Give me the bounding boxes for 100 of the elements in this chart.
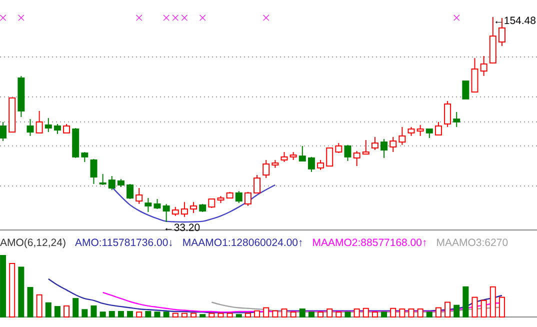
candlestick <box>108 176 116 191</box>
bar <box>100 312 106 318</box>
annotation: ←33.20 <box>163 222 200 234</box>
candlestick <box>453 111 460 128</box>
candlestick <box>344 144 352 162</box>
candlestick <box>362 140 370 155</box>
bar <box>263 307 270 318</box>
bar <box>435 307 442 318</box>
bar <box>108 310 115 318</box>
bar <box>172 312 178 318</box>
candlestick <box>26 118 34 136</box>
candlestick <box>444 100 452 128</box>
candlestick <box>99 173 106 186</box>
candlestick <box>0 121 7 142</box>
candlestick <box>371 136 378 150</box>
bar <box>72 298 79 318</box>
candlestick <box>471 58 478 93</box>
candlestick <box>480 56 488 76</box>
bar <box>454 304 460 318</box>
bar <box>498 296 505 318</box>
bar <box>417 308 424 318</box>
bar <box>254 310 260 318</box>
candlestick <box>254 174 261 194</box>
candlestick <box>416 124 424 136</box>
candlestick <box>280 152 288 162</box>
candlestick <box>262 159 270 179</box>
bar <box>163 312 170 318</box>
candlestick <box>136 188 143 204</box>
bar <box>145 310 152 318</box>
candlestick <box>180 202 188 218</box>
bar <box>390 308 396 318</box>
bar <box>226 312 233 318</box>
bar <box>9 262 16 318</box>
bar <box>136 312 142 318</box>
bar <box>281 308 288 318</box>
candlestick <box>462 80 470 100</box>
candlestick <box>434 121 442 136</box>
bar <box>154 312 160 318</box>
bar <box>127 310 134 318</box>
candlestick <box>390 136 397 153</box>
bar <box>444 302 451 318</box>
candlestick <box>244 191 252 206</box>
candlestick <box>317 159 324 170</box>
bar <box>54 306 60 318</box>
candlestick <box>90 158 98 184</box>
bar <box>299 308 306 318</box>
candlestick <box>380 138 388 158</box>
candlestick <box>162 203 170 222</box>
candlestick <box>36 110 43 134</box>
bar <box>290 312 296 318</box>
text: AMO:115781736.00↓ <box>74 237 174 249</box>
bar <box>36 294 42 318</box>
bar <box>82 309 88 318</box>
bar <box>426 312 432 318</box>
bar <box>0 255 6 318</box>
bar <box>118 310 124 318</box>
bar <box>64 305 70 318</box>
candlestick <box>298 145 306 162</box>
candlestick <box>353 150 360 167</box>
bar <box>480 300 487 318</box>
candlestick <box>326 147 334 167</box>
bar <box>318 312 324 318</box>
candlestick <box>54 123 61 134</box>
bar <box>381 312 388 318</box>
candlestick <box>126 183 134 200</box>
candlestick <box>44 118 52 133</box>
candlestick <box>398 126 406 146</box>
bar <box>190 312 197 318</box>
bar <box>90 305 97 318</box>
candlestick <box>235 190 242 204</box>
bar <box>18 266 24 318</box>
bar <box>344 312 351 318</box>
bar <box>45 302 52 318</box>
bar <box>472 296 478 318</box>
bar <box>372 312 378 318</box>
candlestick <box>335 142 342 154</box>
bar <box>490 286 496 318</box>
bar <box>326 308 333 318</box>
text: MAAMO3:6270 <box>436 237 508 249</box>
bar <box>308 312 314 318</box>
candlestick <box>154 198 161 210</box>
bar <box>236 314 242 318</box>
text: MAAMO1:128060024.00↑ <box>182 237 304 249</box>
bar <box>272 310 278 318</box>
bar <box>27 286 34 318</box>
bar <box>354 308 360 318</box>
bar <box>399 308 406 318</box>
bar <box>208 312 215 318</box>
bar <box>336 312 342 318</box>
candlestick <box>144 198 152 213</box>
bar <box>362 308 369 318</box>
bar <box>408 308 414 318</box>
bar <box>181 312 188 318</box>
text: MAAMO2:88577168.00↑ <box>312 237 428 249</box>
bar <box>462 286 469 318</box>
bar <box>200 314 206 318</box>
bar <box>218 312 224 318</box>
text: AMO(6,12,24) <box>0 237 66 249</box>
bar <box>244 312 251 318</box>
candlestick <box>308 156 315 172</box>
